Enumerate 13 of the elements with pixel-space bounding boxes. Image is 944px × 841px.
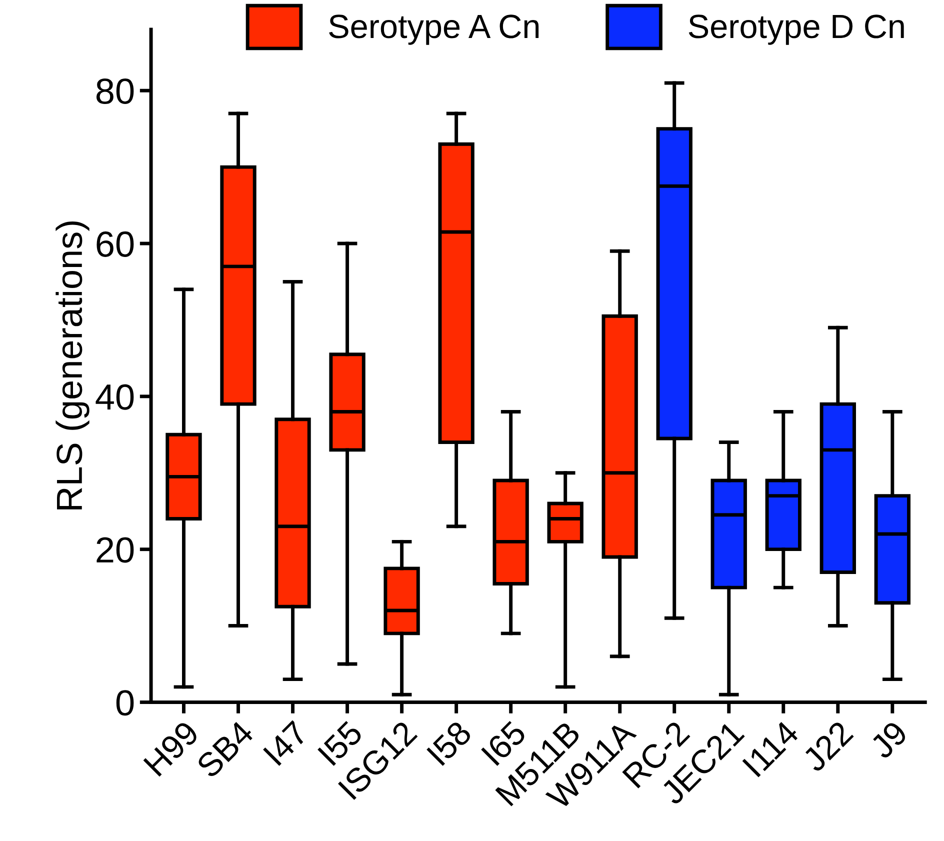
- x-tick-label: J22: [800, 720, 854, 774]
- y-axis-title: RLS (generations): [56, 222, 90, 510]
- y-tick-label: 80: [96, 78, 134, 104]
- y-tick-label: 0: [116, 690, 134, 716]
- x-tick-label: I58: [426, 720, 473, 766]
- x-tick-label: I114: [742, 720, 800, 778]
- y-tick-label: 20: [96, 537, 134, 563]
- x-tick-label: I47: [263, 720, 309, 766]
- legend-label: Serotype D Cn: [688, 14, 904, 45]
- x-tick-label: J9: [868, 720, 909, 760]
- legend-label: Serotype A Cn: [329, 14, 539, 45]
- y-tick-label: 60: [96, 231, 134, 257]
- y-tick-label: 40: [96, 384, 134, 410]
